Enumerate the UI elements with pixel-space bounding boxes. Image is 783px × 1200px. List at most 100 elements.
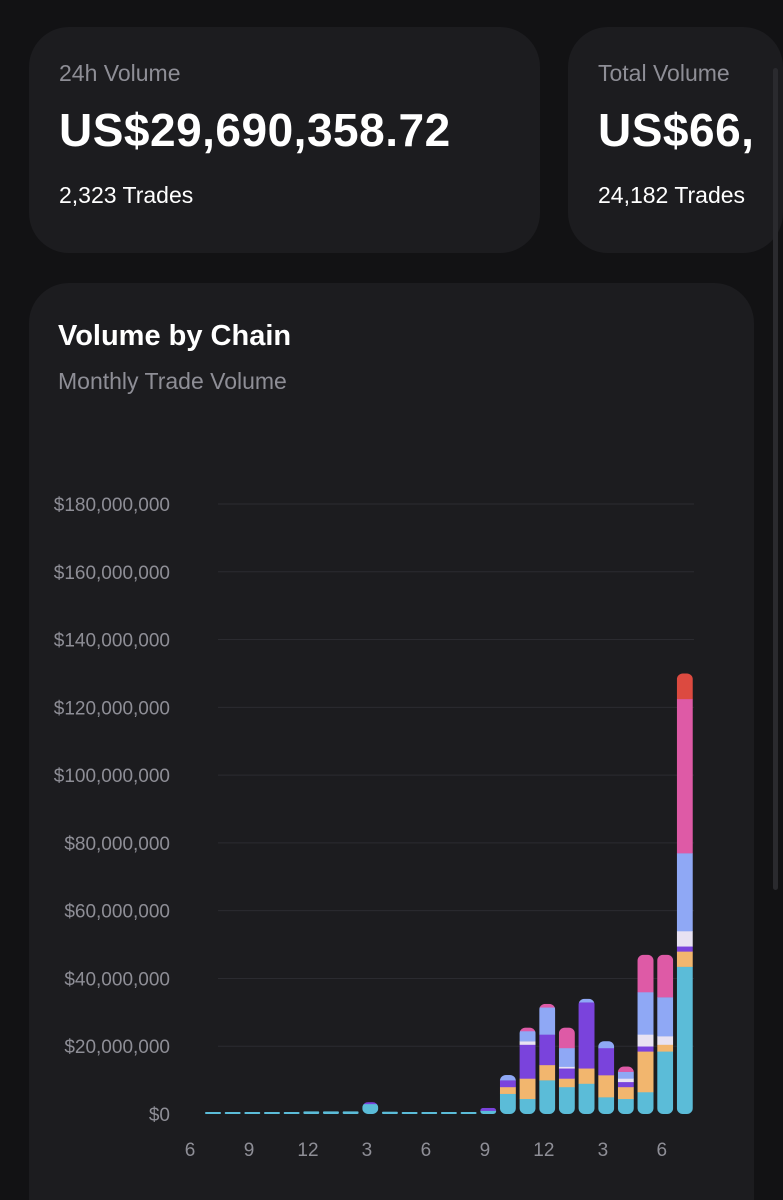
bar-segment bbox=[480, 1110, 497, 1115]
bar-stack[interactable] bbox=[539, 1003, 556, 1114]
bar-segment bbox=[362, 1102, 379, 1105]
bar-segment bbox=[657, 1036, 674, 1045]
stat-label: Total Volume bbox=[598, 60, 730, 86]
bars bbox=[205, 673, 693, 1115]
bar-stack[interactable] bbox=[303, 1111, 320, 1114]
bar-stack[interactable] bbox=[519, 1027, 536, 1115]
bar-stack[interactable] bbox=[421, 1112, 438, 1114]
bar-segment bbox=[676, 853, 693, 932]
bar-segment bbox=[263, 1111, 280, 1115]
bar-stack[interactable] bbox=[499, 1075, 516, 1114]
bar-segment bbox=[381, 1111, 398, 1115]
y-axis-labels: $0 $20,000,000 $40,000,000 $60,000,000 $80,0… bbox=[54, 495, 170, 1126]
bar-stack[interactable] bbox=[558, 1027, 575, 1115]
bar-segment bbox=[676, 966, 693, 1114]
page-scrollbar[interactable] bbox=[773, 68, 778, 890]
bar-segment bbox=[598, 1041, 615, 1049]
bar-segment bbox=[539, 1034, 556, 1066]
x-tick-label: 6 bbox=[657, 1140, 668, 1161]
y-tick-label: $0 bbox=[149, 1105, 170, 1126]
bar-segment bbox=[244, 1112, 261, 1114]
bar-segment bbox=[676, 946, 693, 952]
x-tick-label: 12 bbox=[533, 1140, 554, 1161]
bar-stack[interactable] bbox=[224, 1112, 241, 1114]
bar-stack[interactable] bbox=[342, 1111, 359, 1114]
bar-stack[interactable] bbox=[205, 1112, 221, 1114]
bar-segment bbox=[519, 1030, 536, 1042]
bar-stack[interactable] bbox=[381, 1111, 398, 1115]
bar-segment bbox=[657, 1051, 674, 1114]
bar-stack[interactable] bbox=[578, 998, 595, 1115]
bar-segment bbox=[676, 698, 693, 854]
bar-segment bbox=[578, 1002, 595, 1069]
bar-stack[interactable] bbox=[460, 1112, 477, 1114]
stat-trades: 2,323 Trades bbox=[59, 182, 194, 208]
bar-segment bbox=[499, 1080, 516, 1088]
bar-segment bbox=[617, 1066, 634, 1072]
y-tick-label: $180,000,000 bbox=[54, 495, 170, 516]
bar-stack[interactable] bbox=[480, 1107, 497, 1115]
bar-segment bbox=[578, 998, 595, 1003]
bar-segment bbox=[558, 1078, 575, 1088]
bar-segment bbox=[637, 1046, 654, 1052]
bar-segment bbox=[676, 951, 693, 967]
bar-segment bbox=[598, 1097, 615, 1115]
bar-segment bbox=[539, 1007, 556, 1035]
bar-segment bbox=[558, 1047, 575, 1067]
chart-title: Volume by Chain bbox=[58, 320, 292, 352]
bar-stack[interactable] bbox=[362, 1102, 379, 1115]
bar-stack[interactable] bbox=[676, 673, 693, 1114]
y-tick-label: $100,000,000 bbox=[54, 766, 170, 787]
bar-stack[interactable] bbox=[401, 1112, 418, 1114]
y-tick-label: $140,000,000 bbox=[54, 631, 170, 652]
bar-segment bbox=[519, 1027, 536, 1032]
bar-segment bbox=[342, 1111, 359, 1114]
bar-segment bbox=[421, 1112, 438, 1114]
bar-stack[interactable] bbox=[657, 954, 674, 1115]
stat-label: 24h Volume bbox=[59, 60, 181, 86]
stat-trades: 24,182 Trades bbox=[598, 182, 746, 208]
y-tick-label: $60,000,000 bbox=[64, 902, 170, 923]
y-tick-label: $40,000,000 bbox=[64, 969, 170, 990]
bar-segment bbox=[558, 1066, 575, 1069]
bar-segment bbox=[558, 1027, 575, 1049]
x-axis-labels: 6 9 12 3 6 9 12 3 6 bbox=[185, 1140, 667, 1161]
bar-segment bbox=[657, 1044, 674, 1052]
bar-stack[interactable] bbox=[617, 1066, 634, 1115]
bar-segment bbox=[519, 1078, 536, 1100]
bar-segment bbox=[637, 1091, 654, 1114]
bar-stack[interactable] bbox=[598, 1041, 615, 1115]
bar-segment bbox=[657, 954, 674, 998]
bar-segment bbox=[499, 1093, 516, 1114]
bar-segment bbox=[499, 1086, 516, 1094]
stat-card-total-volume[interactable]: Total Volume US$66, 24,182 Trades bbox=[568, 27, 783, 253]
bar-segment bbox=[401, 1112, 418, 1114]
bar-stack[interactable] bbox=[637, 954, 654, 1115]
bar-segment bbox=[558, 1068, 575, 1079]
bar-segment bbox=[598, 1075, 615, 1098]
y-tick-label: $20,000,000 bbox=[64, 1037, 170, 1058]
x-tick-label: 12 bbox=[297, 1140, 318, 1161]
y-gridlines bbox=[218, 503, 694, 1047]
bar-segment bbox=[617, 1081, 634, 1088]
bar-segment bbox=[539, 1080, 556, 1114]
bar-stack[interactable] bbox=[322, 1111, 339, 1114]
bar-segment bbox=[303, 1111, 320, 1114]
bar-segment bbox=[499, 1075, 516, 1081]
bar-segment bbox=[205, 1112, 221, 1114]
bar-stack[interactable] bbox=[283, 1112, 300, 1114]
bar-segment bbox=[519, 1098, 536, 1114]
x-tick-label: 9 bbox=[480, 1140, 491, 1161]
bar-stack[interactable] bbox=[440, 1112, 457, 1114]
bar-segment bbox=[558, 1086, 575, 1114]
volume-chart[interactable]: $0 $20,000,000 $40,000,000 $60,000,000 $80,0… bbox=[29, 283, 754, 1200]
volume-by-chain-card: $0 $20,000,000 $40,000,000 $60,000,000 $80,0… bbox=[29, 283, 754, 1200]
bar-segment bbox=[676, 673, 693, 700]
bar-stack[interactable] bbox=[263, 1111, 280, 1115]
bar-segment bbox=[322, 1111, 339, 1114]
x-tick-label: 9 bbox=[244, 1140, 255, 1161]
bar-segment bbox=[617, 1086, 634, 1100]
bar-segment bbox=[519, 1041, 536, 1045]
bar-segment bbox=[676, 931, 693, 947]
bar-stack[interactable] bbox=[244, 1112, 261, 1114]
